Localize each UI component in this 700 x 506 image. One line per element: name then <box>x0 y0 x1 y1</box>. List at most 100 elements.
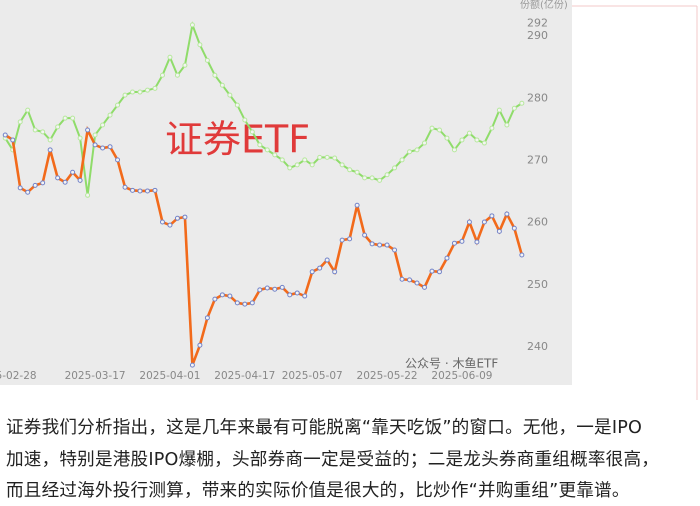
annotation: 证券ETF <box>165 118 310 162</box>
point <box>107 112 113 118</box>
point <box>167 54 173 60</box>
point <box>174 72 180 78</box>
point <box>302 157 308 163</box>
paragraph-line: 证券我们分析指出，这是几年来最有可能脱离“靠天吃饭”的窗口。无他，一是IPO <box>6 418 643 438</box>
point <box>362 232 368 238</box>
point <box>407 277 413 283</box>
point <box>182 214 188 220</box>
point <box>511 225 517 231</box>
point <box>422 140 428 146</box>
point <box>384 172 390 178</box>
chart-background <box>0 0 572 385</box>
point <box>279 284 285 290</box>
point <box>317 154 323 160</box>
point <box>92 132 98 138</box>
point <box>70 115 76 121</box>
point <box>257 287 263 293</box>
y-tick-label: 280 <box>527 91 548 104</box>
point <box>474 137 480 143</box>
point <box>496 228 502 234</box>
point <box>182 62 188 68</box>
point <box>347 236 353 242</box>
point <box>25 189 31 195</box>
point <box>47 137 53 143</box>
point <box>227 293 233 299</box>
point <box>354 202 360 208</box>
point <box>519 252 525 258</box>
point <box>107 144 113 150</box>
point <box>377 242 383 248</box>
point <box>62 115 68 121</box>
point <box>302 293 308 299</box>
point <box>77 177 83 183</box>
point <box>279 157 285 163</box>
point <box>130 89 136 95</box>
point <box>2 132 8 138</box>
point <box>257 142 263 148</box>
point <box>309 269 315 275</box>
point <box>332 155 338 161</box>
y-tick-label: 260 <box>527 216 548 229</box>
point <box>339 162 345 168</box>
point <box>339 237 345 243</box>
point <box>17 119 23 125</box>
point <box>115 102 121 108</box>
point <box>444 255 450 261</box>
point <box>504 122 510 128</box>
x-tick-label: 2025-06-09 <box>431 370 492 382</box>
point <box>496 107 502 113</box>
point <box>242 301 248 307</box>
point <box>32 127 38 133</box>
y-axis-label: 份额(亿份) <box>520 0 568 11</box>
point <box>122 184 128 190</box>
point <box>444 135 450 141</box>
point <box>159 219 165 225</box>
y-tick-label: 292 <box>527 17 548 30</box>
point <box>219 82 225 88</box>
point <box>55 124 61 130</box>
point <box>407 149 413 155</box>
x-tick-label: 2025-05-22 <box>357 370 418 382</box>
point <box>422 284 428 290</box>
point <box>144 87 150 93</box>
x-tick-label: 2025-05-07 <box>282 370 343 382</box>
point <box>62 179 68 185</box>
point <box>392 165 398 171</box>
point <box>100 145 106 151</box>
point <box>287 165 293 171</box>
point <box>47 147 53 153</box>
point <box>354 169 360 175</box>
point <box>429 268 435 274</box>
chart: 份额(亿份) 证券ETF 公众号 · 木鱼ETF 240 250 260 270 280… <box>0 0 698 400</box>
point <box>85 192 91 198</box>
x-tick-label: 25-02-28 <box>0 370 37 382</box>
point <box>32 182 38 188</box>
point <box>459 238 465 244</box>
point <box>272 152 278 158</box>
point <box>219 292 225 298</box>
point <box>399 276 405 282</box>
point <box>324 257 330 263</box>
point <box>347 167 353 173</box>
point <box>287 292 293 298</box>
watermark: 公众号 · 木鱼ETF <box>405 357 498 371</box>
point <box>384 242 390 248</box>
point <box>414 147 420 153</box>
point <box>152 85 158 91</box>
point <box>309 162 315 168</box>
paragraph-line: 加速，特别是港股IPO爆棚，头部券商一定是受益的；二是龙头券商重组概率很高， <box>6 449 660 470</box>
point <box>234 102 240 108</box>
point <box>249 300 255 306</box>
point <box>474 239 480 245</box>
point <box>294 162 300 168</box>
point <box>189 362 195 368</box>
point <box>481 219 487 225</box>
point <box>159 72 165 78</box>
point <box>414 280 420 286</box>
point <box>459 137 465 143</box>
x-tick-label: 2025-04-01 <box>139 370 200 382</box>
point <box>227 92 233 98</box>
point <box>10 137 16 143</box>
point <box>197 342 203 348</box>
